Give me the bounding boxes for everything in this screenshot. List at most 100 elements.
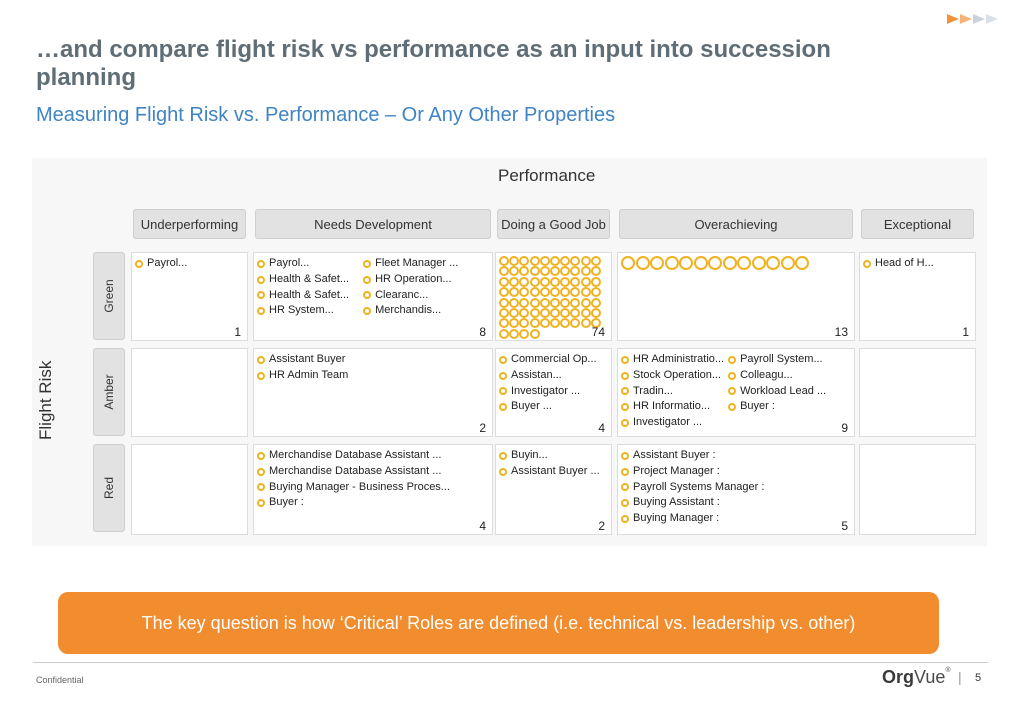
role-entry[interactable]: HR Admin Team xyxy=(257,368,348,384)
cell-red-needs-development[interactable]: Merchandise Database Assistant ... Mercha… xyxy=(253,444,493,535)
role-dot-icon[interactable] xyxy=(590,318,601,329)
role-dot-icon[interactable] xyxy=(560,256,571,266)
role-dot-icon[interactable] xyxy=(519,318,530,329)
role-dot-icon[interactable] xyxy=(539,318,550,329)
role-dot-icon[interactable] xyxy=(539,266,550,277)
role-dot-icon[interactable] xyxy=(509,318,520,329)
role-entry[interactable]: Buyer ... xyxy=(499,399,597,415)
role-dot-icon[interactable] xyxy=(590,266,601,277)
row-header-amber[interactable]: Amber xyxy=(93,348,125,436)
role-entry[interactable]: Assistant Buyer ... xyxy=(499,464,600,480)
role-dot-icon[interactable] xyxy=(580,266,591,277)
role-dot-icon[interactable] xyxy=(751,256,766,270)
role-entry[interactable]: Buyer : xyxy=(257,495,450,511)
cell-amber-exceptional[interactable] xyxy=(859,348,976,437)
cell-amber-doing-good-job[interactable]: Commercial Op... Assistan... Investigator … xyxy=(495,348,612,437)
role-entry[interactable]: HR Operation... xyxy=(363,272,458,288)
role-dot-icon[interactable] xyxy=(570,276,581,287)
role-dot-icon[interactable] xyxy=(509,276,520,287)
role-dot-icon[interactable] xyxy=(650,256,664,270)
row-header-red[interactable]: Red xyxy=(93,444,125,532)
role-dot-icon[interactable] xyxy=(529,266,540,277)
column-header-overachieving[interactable]: Overachieving xyxy=(619,209,853,239)
role-entry[interactable]: HR Administratio... xyxy=(621,352,724,368)
role-entry[interactable]: Payrol... xyxy=(135,256,187,272)
role-dot-icon[interactable] xyxy=(560,266,571,277)
role-entry[interactable]: Merchandise Database Assistant ... xyxy=(257,464,450,480)
role-entry[interactable]: Merchandise Database Assistant ... xyxy=(257,448,450,464)
role-dot-icon[interactable] xyxy=(509,307,520,318)
role-dot-icon[interactable] xyxy=(570,318,581,329)
role-dot-icon[interactable] xyxy=(549,307,560,318)
role-entry[interactable]: Investigator ... xyxy=(621,415,724,431)
cell-amber-overachieving[interactable]: HR Administratio... Stock Operation... Tra… xyxy=(617,348,855,437)
role-dot-icon[interactable] xyxy=(519,276,530,287)
role-entry[interactable]: Buying Manager : xyxy=(621,511,764,527)
role-dot-icon[interactable] xyxy=(499,307,509,318)
role-dot-icon[interactable] xyxy=(529,328,540,339)
role-dot-icon[interactable] xyxy=(635,256,650,270)
role-entry[interactable]: Project Manager : xyxy=(621,464,764,480)
role-entry[interactable]: Fleet Manager ... xyxy=(363,256,458,272)
role-dot-icon[interactable] xyxy=(519,307,530,318)
role-dot-icon[interactable] xyxy=(529,307,540,318)
role-entry[interactable]: Head of H... xyxy=(863,256,934,272)
role-dot-icon[interactable] xyxy=(664,256,679,270)
role-dot-icon[interactable] xyxy=(580,307,591,318)
role-dot-icon[interactable] xyxy=(549,256,560,266)
role-dot-icon[interactable] xyxy=(549,276,560,287)
role-entry[interactable]: Payrol... xyxy=(257,256,349,272)
role-dot-icon[interactable] xyxy=(590,256,601,266)
role-dot-icon[interactable] xyxy=(519,266,530,277)
role-dot-icon[interactable] xyxy=(539,297,550,308)
role-entry[interactable]: Health & Safet... xyxy=(257,288,349,304)
role-dot-icon[interactable] xyxy=(590,297,601,308)
role-dot-icon[interactable] xyxy=(529,297,540,308)
role-dot-icon[interactable] xyxy=(580,297,591,308)
role-dot-icon[interactable] xyxy=(580,287,591,298)
role-dot-icon[interactable] xyxy=(519,287,530,298)
role-dot-icon[interactable] xyxy=(560,318,571,329)
cell-red-doing-good-job[interactable]: Buyin... Assistant Buyer ... 2 xyxy=(495,444,612,535)
role-entry[interactable]: Stock Operation... xyxy=(621,368,724,384)
role-dot-icon[interactable] xyxy=(560,307,571,318)
role-entry[interactable]: Buyer : xyxy=(728,399,826,415)
role-dot-icon[interactable] xyxy=(519,256,530,266)
cell-green-exceptional[interactable]: Head of H... 1 xyxy=(859,252,976,341)
role-dot-icon[interactable] xyxy=(499,256,509,266)
role-dot-icon[interactable] xyxy=(509,328,520,339)
role-dot-icon[interactable] xyxy=(549,287,560,298)
role-dot-icon[interactable] xyxy=(499,276,509,287)
role-dot-icon[interactable] xyxy=(539,307,550,318)
role-entry[interactable]: Buyin... xyxy=(499,448,600,464)
cell-green-underperforming[interactable]: Payrol... 1 xyxy=(131,252,248,341)
role-dot-icon[interactable] xyxy=(529,318,540,329)
role-dot-icon[interactable] xyxy=(519,328,530,339)
role-entry[interactable]: Colleagu... xyxy=(728,368,826,384)
role-dot-icon[interactable] xyxy=(529,287,540,298)
cell-red-underperforming[interactable] xyxy=(131,444,248,535)
role-dot-icon[interactable] xyxy=(519,297,530,308)
role-entry[interactable]: Investigator ... xyxy=(499,384,597,400)
cell-green-doing-good-job[interactable]: 74 xyxy=(495,252,612,341)
role-dot-icon[interactable] xyxy=(590,307,601,318)
role-entry[interactable]: Tradin... xyxy=(621,384,724,400)
role-dot-icon[interactable] xyxy=(509,266,520,277)
role-entry[interactable]: Assistant Buyer : xyxy=(621,448,764,464)
role-dot-icon[interactable] xyxy=(580,256,591,266)
role-dot-icon[interactable] xyxy=(529,256,540,266)
role-dot-icon[interactable] xyxy=(509,297,520,308)
role-dot-icon[interactable] xyxy=(580,318,591,329)
cell-amber-underperforming[interactable] xyxy=(131,348,248,437)
cell-green-needs-development[interactable]: Payrol... Health & Safet... Health & Safet… xyxy=(253,252,493,341)
role-dot-icon[interactable] xyxy=(499,318,509,329)
role-dot-icon[interactable] xyxy=(560,276,571,287)
role-entry[interactable]: Payroll Systems Manager : xyxy=(621,480,764,496)
role-dot-icon[interactable] xyxy=(509,256,520,266)
role-entry[interactable]: Commercial Op... xyxy=(499,352,597,368)
role-dot-icon[interactable] xyxy=(570,256,581,266)
role-dot-icon[interactable] xyxy=(708,256,722,270)
role-dot-icon[interactable] xyxy=(621,256,635,270)
role-dot-icon[interactable] xyxy=(560,297,571,308)
role-dot-icon[interactable] xyxy=(560,287,571,298)
